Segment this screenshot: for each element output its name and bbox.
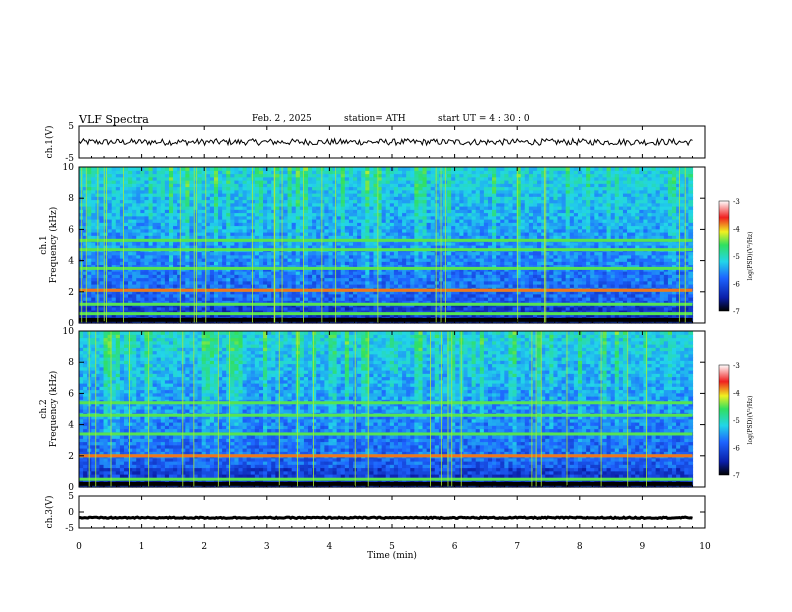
colorbar <box>718 200 730 312</box>
colorbar-tick-label: -5 <box>733 417 740 425</box>
colorbar-label: log(PSD)(V²/Hz) <box>747 396 754 445</box>
x-tick-label: 3 <box>264 542 270 552</box>
y-tick-label: 2 <box>68 452 74 462</box>
colorbar-tick-label: -3 <box>733 198 740 206</box>
start-ut-label: start UT = 4 : 30 : 0 <box>438 114 530 124</box>
y-tick-label: 2 <box>68 288 74 298</box>
x-tick-label: 5 <box>389 542 395 552</box>
x-tick-label: 8 <box>577 542 583 552</box>
y-tick-label: 4 <box>68 257 74 267</box>
spectrogram-image <box>79 167 694 324</box>
waveform-trace <box>78 515 693 521</box>
x-tick-label: 7 <box>514 542 520 552</box>
x-tick-label: 4 <box>327 542 333 552</box>
x-tick-label: 6 <box>452 542 458 552</box>
y-tick-label: -5 <box>65 154 74 164</box>
y-tick-label: 5 <box>68 122 74 132</box>
colorbar-tick-label: -7 <box>733 472 740 480</box>
y-tick-label: -5 <box>65 524 74 534</box>
y-tick-label: 6 <box>68 389 74 399</box>
y-tick-label: 0 <box>68 508 74 518</box>
y-tick-label: 4 <box>68 421 74 431</box>
colorbar-tick-label: -6 <box>733 445 740 453</box>
colorbar-tick-label: -4 <box>733 226 740 234</box>
y-tick-label: 6 <box>68 225 74 235</box>
y-axis-label: ch.3(V) <box>44 496 55 529</box>
y-tick-label: 0 <box>68 483 74 493</box>
colorbar-tick-label: -7 <box>733 308 740 316</box>
colorbar-tick-label: -3 <box>733 362 740 370</box>
x-tick-label: 2 <box>201 542 207 552</box>
colorbar-tick-label: -5 <box>733 253 740 261</box>
y-axis-label: ch.1(V) <box>44 126 55 159</box>
colorbar <box>718 364 730 476</box>
date-label: Feb. 2 , 2025 <box>252 114 312 124</box>
panel-frame <box>78 495 706 529</box>
x-tick-label: 10 <box>699 542 711 552</box>
y-axis-label: ch.1Frequency (kHz) <box>39 207 59 284</box>
x-tick-label: 0 <box>76 542 82 552</box>
colorbar-tick-label: -4 <box>733 390 740 398</box>
y-tick-label: 8 <box>68 358 74 368</box>
y-tick-label: 10 <box>63 163 75 173</box>
y-axis-label: ch.2Frequency (kHz) <box>39 371 59 448</box>
waveform-trace <box>78 137 693 147</box>
x-tick-label: 1 <box>139 542 145 552</box>
station-label: station= ATH <box>344 114 406 124</box>
y-tick-label: 5 <box>68 492 74 502</box>
colorbar-label: log(PSD)(V²/Hz) <box>747 232 754 281</box>
spectrogram-image <box>79 331 694 488</box>
chart-title: VLF Spectra <box>79 113 149 126</box>
y-tick-label: 0 <box>68 319 74 329</box>
y-tick-label: 8 <box>68 194 74 204</box>
y-tick-label: 10 <box>63 327 75 337</box>
colorbar-tick-label: -6 <box>733 281 740 289</box>
x-tick-label: 9 <box>640 542 646 552</box>
x-axis-label: Time (min) <box>367 550 417 561</box>
